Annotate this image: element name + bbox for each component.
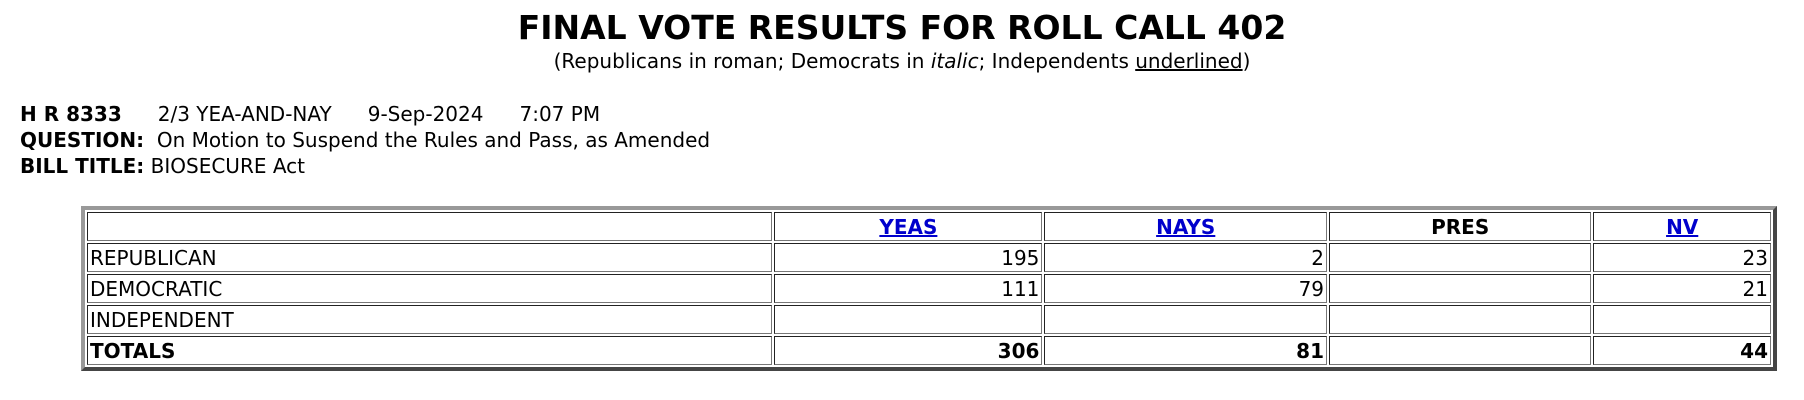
value-cell: 195 (774, 243, 1043, 272)
table-row: INDEPENDENT (87, 305, 1771, 334)
value-cell: 81 (1044, 336, 1328, 365)
subtitle-text: ; Independents (978, 49, 1136, 73)
table-row: TOTALS 306 81 44 (87, 336, 1771, 365)
value-cell: 23 (1593, 243, 1771, 272)
subtitle: (Republicans in roman; Democrats in ital… (0, 49, 1804, 73)
value-cell (774, 305, 1043, 334)
value-cell (1329, 274, 1592, 303)
header-cell: PRES (1329, 212, 1592, 241)
header-cell: NV (1593, 212, 1771, 241)
column-link[interactable]: YEAS (879, 214, 938, 239)
party-cell: INDEPENDENT (87, 305, 773, 334)
vote-time: 7:07 PM (519, 102, 601, 126)
value-cell: 111 (774, 274, 1043, 303)
value-cell (1329, 305, 1592, 334)
info-line: BILL TITLE: BIOSECURE Act (20, 154, 305, 178)
value-cell: 21 (1593, 274, 1771, 303)
value-cell: 2 (1044, 243, 1328, 272)
value-cell: 44 (1593, 336, 1771, 365)
header-cell: YEAS (774, 212, 1043, 241)
value-cell (1593, 305, 1771, 334)
column-link[interactable]: NAYS (1156, 214, 1216, 239)
subtitle-underlined: underlined (1135, 49, 1243, 73)
value-cell (1329, 243, 1592, 272)
vote-date: 9-Sep-2024 (367, 102, 484, 126)
info-line: H R 8333 2/3 YEA-AND-NAY 9-Sep-2024 7:07 PM (20, 102, 600, 126)
header-cell: NAYS (1044, 212, 1328, 241)
party-cell: DEMOCRATIC (87, 274, 773, 303)
vote-table: YEAS NAYS PRES NV REPUBLICAN 195 2 23 DEMOCRATIC… (81, 206, 1777, 371)
header-row: YEAS NAYS PRES NV (87, 212, 1771, 241)
subtitle-text: ) (1242, 49, 1251, 73)
subtitle-italic: italic (930, 49, 979, 73)
column-label: PRES (1431, 214, 1490, 239)
bill-title: BIOSECURE Act (150, 154, 305, 178)
question-label: QUESTION: (20, 128, 145, 152)
bill-number: H R 8333 (20, 102, 122, 126)
value-cell (1329, 336, 1592, 365)
value-cell: 79 (1044, 274, 1328, 303)
bill-title-label: BILL TITLE: (20, 154, 145, 178)
subtitle-text: (Republicans in roman; Democrats in (553, 49, 931, 73)
title: FINAL VOTE RESULTS FOR ROLL CALL 402 (517, 8, 1287, 47)
party-cell: REPUBLICAN (87, 243, 773, 272)
value-cell: 306 (774, 336, 1043, 365)
table-row: REPUBLICAN 195 2 23 (87, 243, 1771, 272)
party-cell: TOTALS (87, 336, 773, 365)
info-line: QUESTION: On Motion to Suspend the Rules… (20, 128, 710, 152)
value-cell (1044, 305, 1328, 334)
column-link[interactable]: NV (1666, 214, 1699, 239)
table-row: DEMOCRATIC 111 79 21 (87, 274, 1771, 303)
vote-type: 2/3 YEA-AND-NAY (157, 102, 332, 126)
header-cell (87, 212, 773, 241)
question: On Motion to Suspend the Rules and Pass,… (156, 128, 711, 152)
